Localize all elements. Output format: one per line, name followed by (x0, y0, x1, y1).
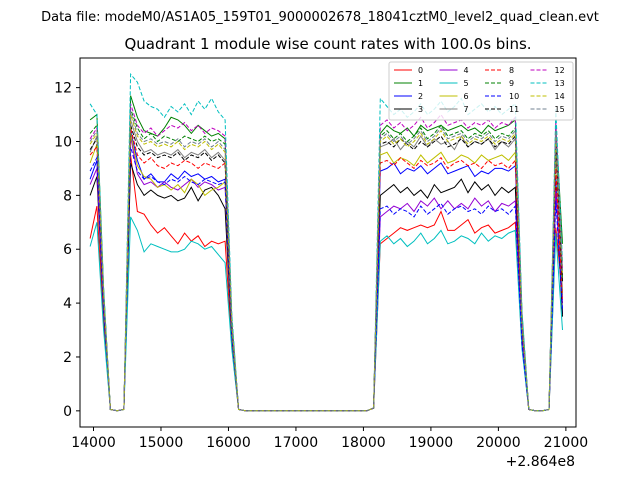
x-tick-label: 18000 (341, 435, 386, 451)
x-offset-label: +2.864e8 (506, 454, 575, 470)
legend-box (388, 61, 574, 121)
legend-label-4: 4 (464, 66, 469, 75)
series-line-4 (89, 136, 563, 412)
x-tick-label: 15000 (139, 435, 184, 451)
series-line-15 (89, 111, 563, 412)
legend-label-3: 3 (418, 105, 423, 114)
y-tick-label: 4 (63, 296, 72, 312)
x-tick-label: 19000 (409, 435, 454, 451)
legend-label-5: 5 (464, 79, 469, 88)
series-line-0 (89, 154, 563, 412)
x-axis: 14000 15000 16000 17000 18000 19000 20000 21000 (71, 427, 588, 451)
legend-label-8: 8 (509, 66, 514, 75)
series-line-2 (89, 130, 563, 412)
legend-label-6: 6 (464, 92, 469, 101)
series-line-6 (89, 133, 563, 412)
y-tick-label: 0 (63, 404, 72, 420)
y-tick-label: 2 (63, 350, 72, 366)
figure-suptitle: Data file: modeM0/AS1A05_159T01_90000026… (41, 10, 599, 25)
series-line-5 (89, 216, 563, 412)
y-axis: 0 2 4 6 8 10 12 (54, 81, 80, 420)
x-tick-label: 14000 (71, 435, 116, 451)
y-tick-label: 10 (54, 134, 72, 150)
legend-label-0: 0 (418, 66, 423, 75)
plot-frame (79, 57, 577, 428)
x-tick-label: 20000 (476, 435, 521, 451)
legend-label-14: 14 (555, 92, 565, 101)
legend-label-15: 15 (555, 105, 565, 114)
series-line-11 (89, 125, 563, 412)
chart-title: Quadrant 1 module wise count rates with … (124, 35, 531, 53)
legend-label-7: 7 (464, 105, 469, 114)
legend-label-1: 1 (418, 79, 423, 88)
legend-label-13: 13 (555, 79, 565, 88)
y-tick-label: 12 (54, 81, 72, 97)
x-tick-label: 17000 (274, 435, 319, 451)
legend-label-2: 2 (418, 92, 423, 101)
series-line-9 (89, 109, 563, 412)
legend-label-10: 10 (509, 92, 519, 101)
y-tick-label: 8 (63, 188, 72, 204)
x-tick-label: 21000 (544, 435, 589, 451)
legend-label-9: 9 (509, 79, 514, 88)
y-tick-label: 6 (63, 242, 72, 258)
plot-lines (89, 72, 563, 412)
series-line-8 (89, 127, 563, 412)
x-tick-label: 16000 (206, 435, 251, 451)
series-line-10 (89, 146, 563, 412)
series-line-12 (89, 103, 563, 412)
legend-label-12: 12 (555, 66, 565, 75)
legend-label-11: 11 (509, 105, 519, 114)
series-line-3 (89, 162, 563, 412)
